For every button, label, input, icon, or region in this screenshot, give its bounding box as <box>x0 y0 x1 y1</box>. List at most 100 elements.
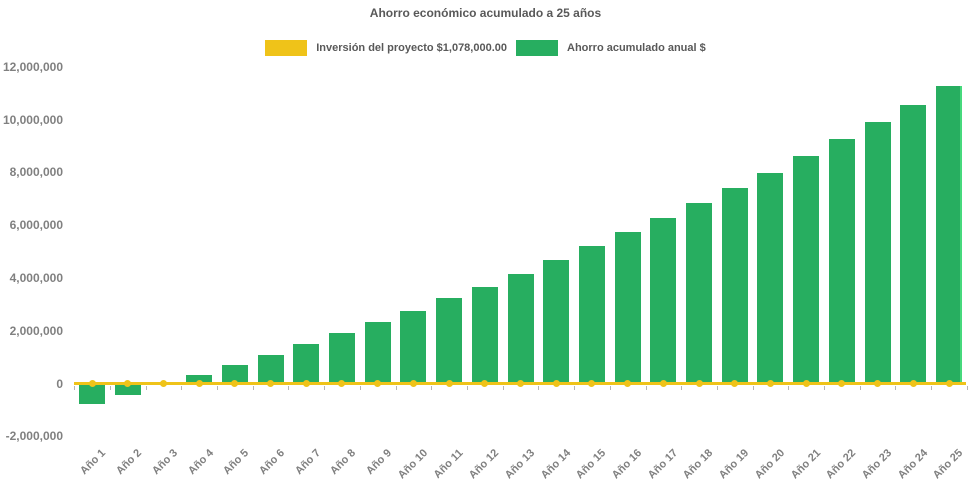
x-axis-tick <box>109 385 111 390</box>
x-axis-label: Año 5 <box>221 447 252 478</box>
investment-line-marker-icon <box>159 380 167 387</box>
x-axis-label: Año 10 <box>395 447 430 482</box>
savings-bar-año-7[interactable] <box>293 344 320 384</box>
y-axis-tick-label: 6,000,000 <box>9 218 63 233</box>
savings-bar-año-15[interactable] <box>578 245 605 384</box>
savings-bar-año-10[interactable] <box>400 310 427 384</box>
last-bar-highlight-edge <box>960 85 963 384</box>
x-axis-label: Año 17 <box>645 447 680 482</box>
investment-line-marker-icon <box>302 380 310 387</box>
investment-legend-swatch-icon <box>265 40 308 56</box>
investment-line-marker-icon <box>695 380 703 387</box>
x-axis-tick <box>966 385 968 390</box>
x-axis-label: Año 23 <box>859 447 895 482</box>
investment-line-marker-icon <box>124 380 132 387</box>
savings-legend-label: Ahorro acumulado anual $ <box>567 42 706 54</box>
y-axis-tick-label: 0 <box>56 376 63 391</box>
x-axis-tick <box>252 385 254 390</box>
savings-bar-año-2[interactable] <box>114 383 141 396</box>
investment-line-marker-icon <box>552 380 560 387</box>
savings-bar-año-24[interactable] <box>900 104 927 384</box>
x-axis-tick <box>395 385 397 390</box>
investment-line-marker-icon <box>374 380 382 387</box>
savings-bar-año-4[interactable] <box>186 375 213 384</box>
x-axis-label: Año 21 <box>788 447 823 482</box>
y-axis-tick-label: -2,000,000 <box>5 429 63 444</box>
savings-bar-año-1[interactable] <box>79 383 105 404</box>
investment-line-marker-icon <box>445 380 453 387</box>
x-axis-label: Año 4 <box>185 447 216 478</box>
x-axis-label: Año 6 <box>256 447 288 478</box>
x-axis-label: Año 13 <box>502 447 538 482</box>
x-axis-tick <box>931 385 933 390</box>
savings-bar-año-22[interactable] <box>828 139 855 384</box>
investment-line-marker-icon <box>802 380 810 387</box>
savings-legend-swatch-icon <box>516 40 558 56</box>
x-axis-label: Año 7 <box>292 447 323 478</box>
investment-line-marker-icon <box>838 380 846 387</box>
x-axis-tick <box>645 385 647 390</box>
investment-line-marker-icon <box>909 380 917 387</box>
x-axis-label: Año 25 <box>931 447 966 482</box>
x-axis-tick <box>431 385 433 390</box>
x-axis-label: Año 3 <box>149 447 180 478</box>
x-axis-label: Año 16 <box>609 447 645 482</box>
x-axis-tick <box>752 385 754 390</box>
x-axis-label: Año 19 <box>716 447 752 482</box>
savings-bar-año-16[interactable] <box>614 231 641 384</box>
savings-bar-año-23[interactable] <box>864 121 891 384</box>
x-axis-tick <box>74 385 76 390</box>
investment-line-marker-icon <box>409 380 417 387</box>
x-axis-tick <box>574 385 576 390</box>
investment-line-marker-icon <box>766 380 774 387</box>
savings-bar-año-5[interactable] <box>221 365 248 384</box>
legend-item-investment[interactable]: Inversión del proyecto $1,078,000.00 <box>265 40 507 56</box>
savings-bar-año-8[interactable] <box>328 333 355 384</box>
investment-line-marker-icon <box>481 380 489 387</box>
y-axis-tick-label: 10,000,000 <box>2 112 63 127</box>
x-axis-tick <box>181 385 183 390</box>
savings-bar-año-14[interactable] <box>543 259 570 384</box>
x-axis-label: Año 18 <box>681 447 716 482</box>
x-axis-tick <box>824 385 826 390</box>
savings-bar-año-13[interactable] <box>507 273 534 384</box>
investment-line-marker-icon <box>195 380 203 387</box>
x-axis-label: Año 24 <box>895 447 930 482</box>
x-axis-tick <box>216 385 218 390</box>
savings-bar-año-19[interactable] <box>721 187 748 384</box>
x-axis-tick <box>502 385 504 390</box>
investment-line-marker-icon <box>659 380 667 387</box>
investment-legend-label: Inversión del proyecto $1,078,000.00 <box>316 42 507 54</box>
investment-line-marker-icon <box>517 380 525 387</box>
investment-line-marker-icon <box>267 380 275 387</box>
x-axis-label: Año 20 <box>752 447 787 482</box>
x-axis-label: Año 15 <box>574 447 609 482</box>
chart-title: Ahorro económico acumulado a 25 años <box>369 6 602 20</box>
savings-bar-año-11[interactable] <box>436 298 463 384</box>
savings-bar-año-25[interactable] <box>936 85 963 384</box>
savings-bar-año-6[interactable] <box>257 354 284 384</box>
x-axis-tick <box>538 385 540 390</box>
legend: Inversión del proyecto $1,078,000.00 Aho… <box>0 40 971 56</box>
x-axis-tick <box>145 385 147 390</box>
x-axis-tick <box>359 385 361 390</box>
savings-bar-año-21[interactable] <box>793 155 820 384</box>
legend-item-savings[interactable]: Ahorro acumulado anual $ <box>516 40 706 56</box>
x-axis-tick <box>895 385 897 390</box>
x-axis-tick <box>859 385 861 390</box>
x-axis-label: Año 14 <box>538 447 573 482</box>
investment-line-marker-icon <box>624 380 632 387</box>
investment-line-marker-icon <box>945 380 953 387</box>
x-axis-label: Año 8 <box>328 447 359 478</box>
x-axis-tick <box>716 385 718 390</box>
investment-line-marker-icon <box>731 380 739 387</box>
savings-bar-año-9[interactable] <box>364 322 391 384</box>
savings-bar-año-18[interactable] <box>686 202 713 384</box>
savings-bar-año-20[interactable] <box>757 173 784 384</box>
savings-bar-año-12[interactable] <box>471 286 498 384</box>
savings-bar-año-17[interactable] <box>650 217 677 384</box>
x-axis-tick <box>788 385 790 390</box>
x-axis-label: Año 11 <box>431 447 466 481</box>
y-axis-tick-label: 12,000,000 <box>2 59 63 74</box>
